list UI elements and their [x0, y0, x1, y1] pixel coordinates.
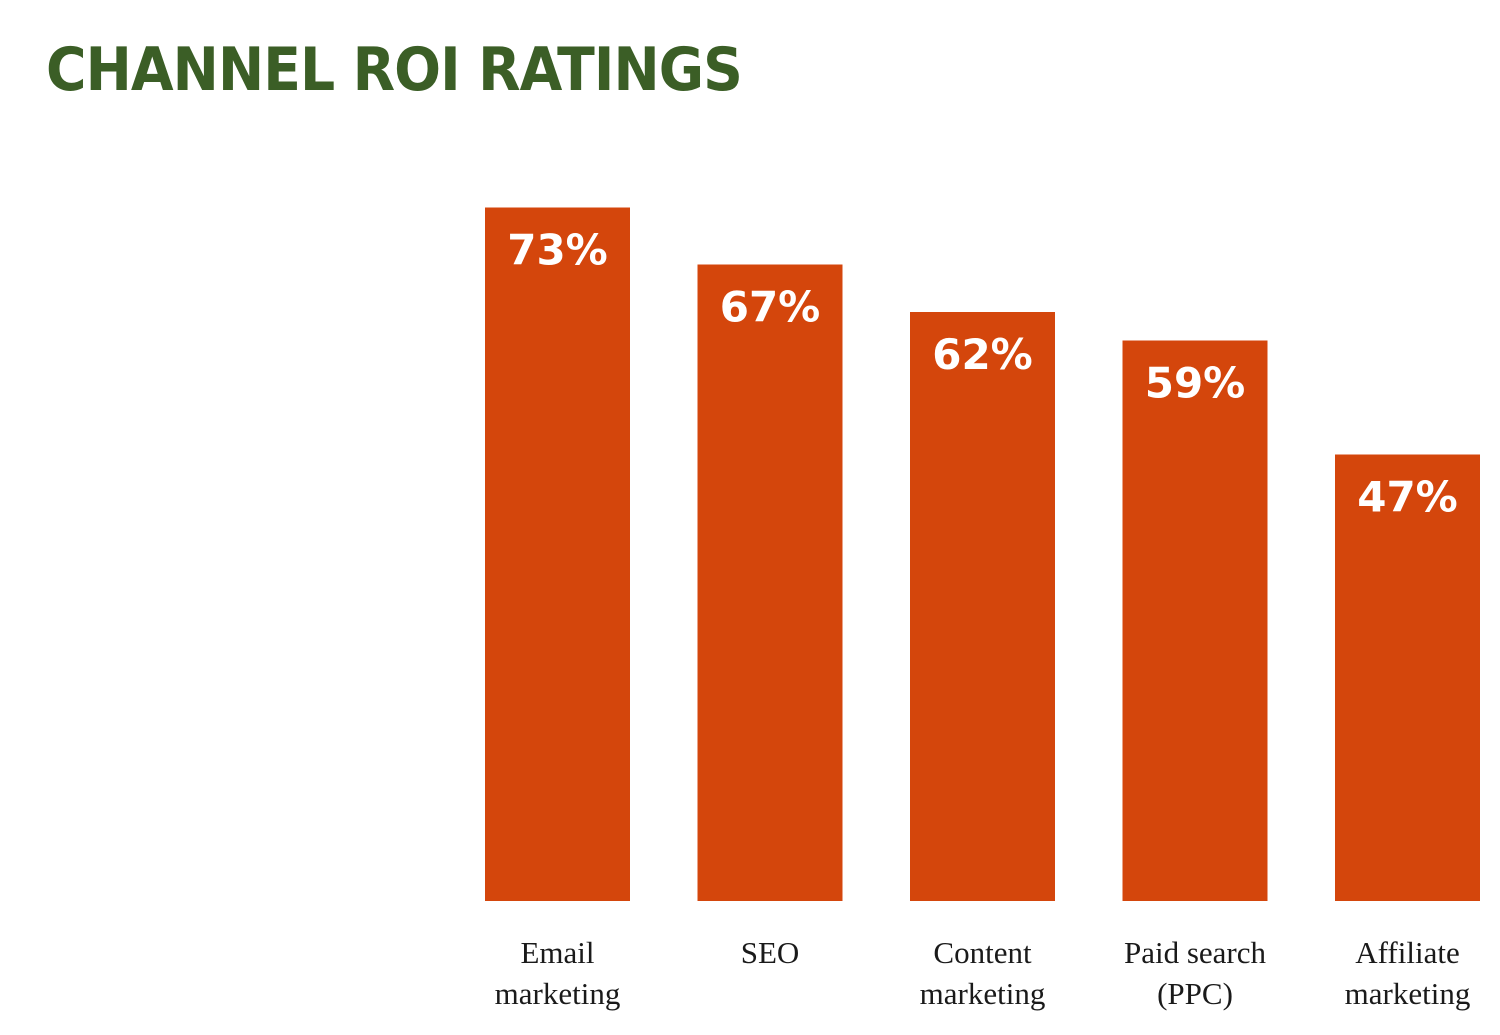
category-label-0-line-1: marketing [495, 976, 621, 1011]
bar-1 [697, 264, 843, 901]
bar-value-label-3: 59% [1145, 359, 1246, 408]
bar-value-label-0: 73% [507, 226, 608, 275]
category-labels-group: Email marketing SEO Content marketing Paid se… [495, 935, 1471, 1011]
category-label-1-line-0: SEO [741, 935, 800, 970]
category-label-2-line-1: marketing [920, 976, 1046, 1011]
bars-group [485, 207, 1480, 901]
bar-value-label-2: 62% [932, 330, 1033, 379]
category-label-2-line-0: Content [933, 935, 1032, 970]
category-label-3-line-0: Paid search [1124, 935, 1267, 970]
category-label-3-line-1: (PPC) [1157, 976, 1233, 1011]
bar-value-label-4: 47% [1357, 473, 1458, 522]
value-labels-group: 73% 67% 62% 59% 47% [507, 226, 1458, 522]
bar-3 [1122, 340, 1268, 901]
category-label-0: Email marketing [495, 935, 621, 1011]
bar-2 [910, 312, 1055, 901]
bar-0 [485, 207, 630, 901]
category-label-0-line-0: Email [520, 935, 594, 970]
category-label-3: Paid search (PPC) [1124, 935, 1267, 1011]
category-label-4: Affiliate marketing [1345, 935, 1471, 1011]
category-label-1: SEO [741, 935, 800, 970]
chart-title: CHANNEL ROI RATINGS [46, 35, 743, 105]
bar-value-label-1: 67% [720, 283, 821, 332]
bar-4 [1335, 454, 1480, 901]
category-label-2: Content marketing [920, 935, 1046, 1011]
category-label-4-line-0: Affiliate [1355, 935, 1459, 970]
category-label-4-line-1: marketing [1345, 976, 1471, 1011]
